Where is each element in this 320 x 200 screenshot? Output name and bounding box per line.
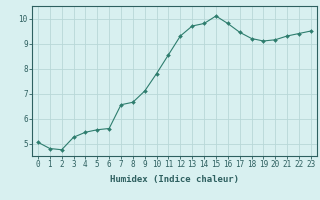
- X-axis label: Humidex (Indice chaleur): Humidex (Indice chaleur): [110, 175, 239, 184]
